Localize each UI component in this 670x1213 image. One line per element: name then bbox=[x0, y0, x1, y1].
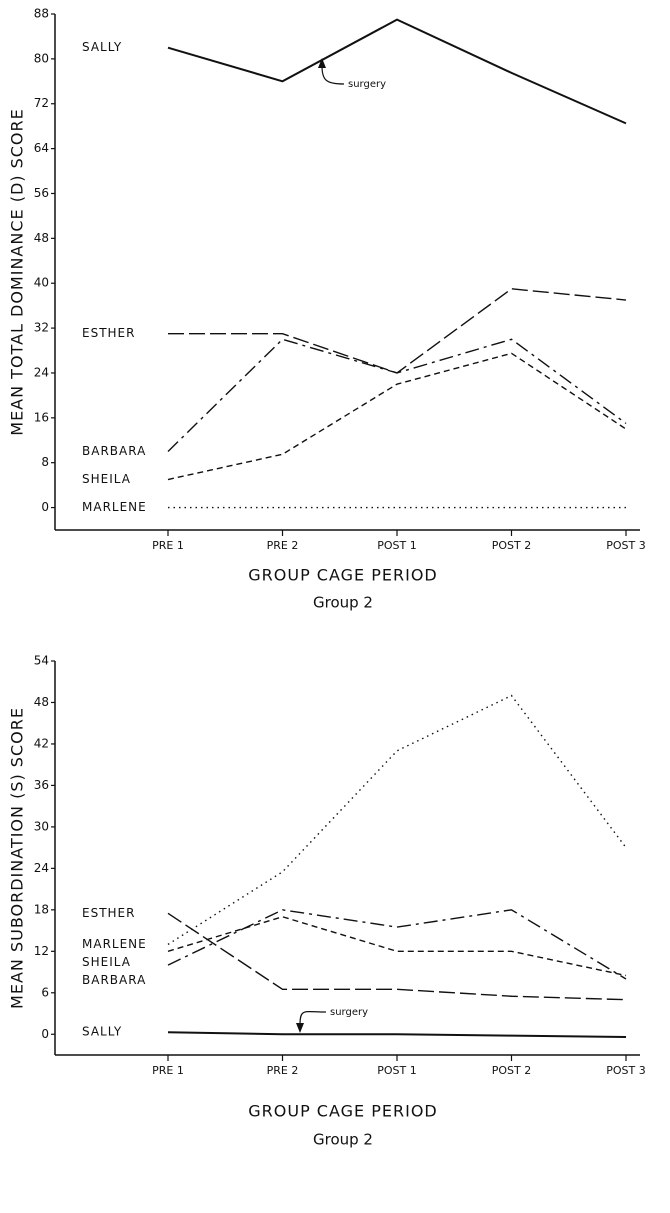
y-tick-label: 16 bbox=[34, 410, 49, 424]
annotation-arrow bbox=[321, 65, 345, 85]
series-label: BARBARA bbox=[82, 444, 146, 458]
series-line bbox=[167, 1031, 627, 1039]
x-tick-label: PRE 2 bbox=[267, 1064, 299, 1077]
x-tick-label: PRE 1 bbox=[152, 1064, 184, 1077]
y-tick-label: 48 bbox=[34, 231, 49, 245]
series-label: MARLENE bbox=[82, 500, 147, 514]
annotation: surgery bbox=[348, 79, 386, 90]
y-tick-label: 36 bbox=[34, 778, 49, 792]
y-tick-label: 40 bbox=[34, 276, 49, 290]
y-tick-label: 72 bbox=[34, 96, 49, 110]
x-tick-label: POST 1 bbox=[377, 539, 417, 552]
y-tick-label: 56 bbox=[34, 186, 49, 200]
y-tick-label: 12 bbox=[34, 944, 49, 958]
x-tick-label: POST 2 bbox=[492, 1064, 532, 1077]
series-label: SHEILA bbox=[82, 472, 131, 486]
annotation: surgery bbox=[330, 1007, 368, 1018]
y-tick-label: 18 bbox=[34, 902, 49, 916]
series-label: SHEILA bbox=[82, 955, 131, 969]
series-label: BARBARA bbox=[82, 973, 146, 987]
y-tick-label: 64 bbox=[34, 141, 49, 155]
annotation-arrowhead bbox=[318, 58, 326, 68]
series-line bbox=[168, 288, 627, 374]
x-tick-label: POST 3 bbox=[606, 539, 646, 552]
y-tick-label: 80 bbox=[34, 51, 49, 65]
y-tick-label: 8 bbox=[41, 455, 49, 469]
annotation-arrow bbox=[299, 1011, 327, 1026]
series-line bbox=[167, 909, 627, 980]
y-tick-label: 54 bbox=[34, 654, 49, 668]
x-tick-label: POST 3 bbox=[606, 1064, 646, 1077]
annotation-arrowhead bbox=[296, 1023, 304, 1033]
y-tick-label: 42 bbox=[34, 736, 49, 750]
series-line bbox=[167, 18, 627, 125]
series-label: ESTHER bbox=[82, 326, 135, 340]
series-line bbox=[167, 352, 627, 481]
y-tick-label: 48 bbox=[34, 695, 49, 709]
y-tick-label: 24 bbox=[34, 861, 49, 875]
y-axis-title: MEAN SUBORDINATION (S) SCORE bbox=[8, 707, 27, 1009]
series-line bbox=[167, 694, 627, 945]
y-tick-label: 24 bbox=[34, 365, 49, 379]
series-line bbox=[167, 916, 627, 977]
series-line bbox=[167, 338, 627, 452]
x-axis-title: GROUP CAGE PERIOD bbox=[248, 566, 438, 585]
series-label: ESTHER bbox=[82, 906, 135, 920]
y-tick-label: 6 bbox=[41, 985, 49, 999]
subtitle: Group 2 bbox=[313, 594, 373, 612]
y-tick-label: 0 bbox=[41, 500, 49, 514]
series-line bbox=[167, 912, 627, 1001]
x-axis-title: GROUP CAGE PERIOD bbox=[248, 1102, 438, 1121]
subtitle: Group 2 bbox=[313, 1131, 373, 1149]
y-axis-title: MEAN TOTAL DOMINANCE (D) SCORE bbox=[8, 108, 27, 435]
y-tick-label: 0 bbox=[41, 1027, 49, 1041]
x-tick-label: PRE 2 bbox=[267, 539, 299, 552]
series-label: MARLENE bbox=[82, 937, 147, 951]
y-tick-label: 30 bbox=[34, 819, 49, 833]
x-tick-label: POST 2 bbox=[492, 539, 532, 552]
x-tick-label: PRE 1 bbox=[152, 539, 184, 552]
y-tick-label: 88 bbox=[34, 7, 49, 21]
x-tick-label: POST 1 bbox=[377, 1064, 417, 1077]
series-label: SALLY bbox=[82, 1025, 122, 1039]
series-label: SALLY bbox=[82, 40, 122, 54]
y-tick-label: 32 bbox=[34, 321, 49, 335]
